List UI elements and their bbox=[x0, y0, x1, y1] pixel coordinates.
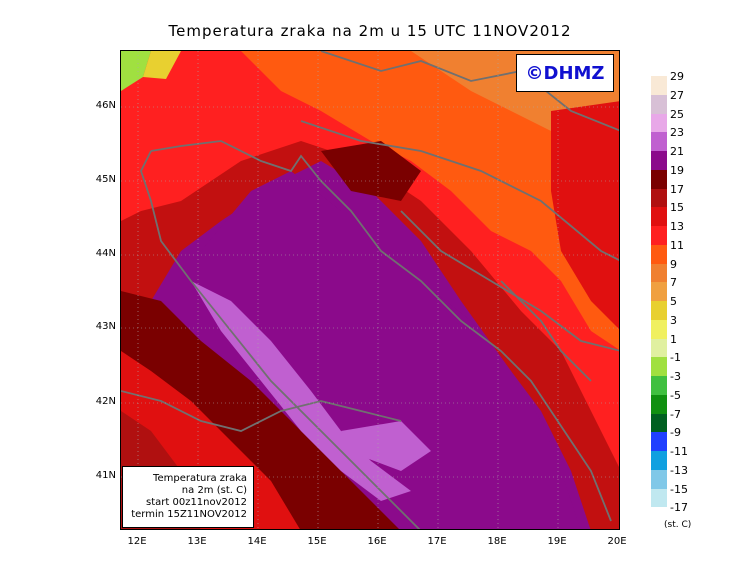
legend-label: 29 bbox=[670, 70, 684, 83]
info-box: Temperatura zraka na 2m (st. C) start 00… bbox=[122, 466, 254, 528]
legend-label: 27 bbox=[670, 88, 684, 102]
lat-label-46: 46N bbox=[95, 100, 116, 111]
legend-label: 17 bbox=[670, 182, 684, 196]
legend-label: 21 bbox=[670, 145, 684, 158]
legend-swatch bbox=[651, 188, 667, 208]
legend-label: 1 bbox=[670, 332, 677, 346]
info-line-1: Temperatura zraka bbox=[153, 473, 247, 484]
field-yellow-corner bbox=[143, 51, 181, 79]
legend-label: -11 bbox=[670, 445, 688, 458]
lat-label-44: 44N bbox=[95, 248, 116, 259]
legend-swatch bbox=[651, 338, 667, 358]
legend-label: -1 bbox=[670, 351, 681, 365]
legend-unit: (st. C) bbox=[664, 520, 692, 530]
field-lilac-east bbox=[341, 421, 431, 471]
legend-swatch bbox=[651, 301, 667, 320]
info-line-3: start 00z11nov2012 bbox=[146, 497, 247, 508]
legend-label: 9 bbox=[670, 257, 677, 271]
lon-label-15: 15E bbox=[307, 536, 327, 547]
lon-label-14: 14E bbox=[247, 536, 267, 547]
color-legend bbox=[651, 76, 667, 508]
field-dark-red-patch bbox=[321, 141, 421, 201]
field-orange-band bbox=[241, 51, 619, 350]
legend-label: 15 bbox=[670, 201, 684, 215]
coastlines bbox=[121, 51, 619, 529]
legend-swatch bbox=[651, 394, 667, 414]
lon-label-20: 20E bbox=[607, 536, 627, 547]
lon-label-13: 13E bbox=[187, 536, 207, 547]
lon-label-19: 19E bbox=[547, 536, 567, 547]
map-title: Temperatura zraka na 2m u 15 UTC 11NOV20… bbox=[168, 22, 572, 40]
legend-swatch bbox=[651, 488, 667, 508]
legend-label: 3 bbox=[670, 313, 677, 327]
lon-label-16: 16E bbox=[367, 536, 387, 547]
legend-swatch bbox=[651, 413, 667, 433]
legend-label: -3 bbox=[670, 370, 681, 383]
legend-label: -17 bbox=[670, 501, 688, 515]
legend-label: -9 bbox=[670, 426, 681, 440]
legend-swatch bbox=[651, 151, 667, 170]
lon-label-17: 17E bbox=[427, 536, 447, 547]
graticule bbox=[121, 51, 619, 529]
legend-swatch bbox=[651, 357, 667, 376]
lat-label-43: 43N bbox=[95, 321, 116, 332]
legend-swatch bbox=[651, 207, 667, 226]
legend-swatch bbox=[651, 376, 667, 395]
legend-swatch bbox=[651, 469, 667, 489]
legend-swatch bbox=[651, 226, 667, 245]
lat-label-45: 45N bbox=[95, 174, 116, 185]
info-line-4: termin 15Z11NOV2012 bbox=[131, 509, 247, 520]
legend-swatch bbox=[651, 244, 667, 264]
legend-label: 13 bbox=[670, 220, 684, 233]
legend-swatch bbox=[651, 432, 667, 451]
legend-swatch bbox=[651, 132, 667, 151]
legend-label: 23 bbox=[670, 126, 684, 140]
field-adriatic-purple bbox=[191, 171, 581, 529]
legend-swatch bbox=[651, 282, 667, 301]
field-red-upper-right bbox=[551, 101, 619, 329]
legend-swatch bbox=[651, 76, 667, 95]
legend-label: 7 bbox=[670, 276, 677, 290]
legend-label: 25 bbox=[670, 107, 684, 121]
temperature-map bbox=[120, 50, 620, 530]
legend-swatch bbox=[651, 263, 667, 283]
info-line-2: na 2m (st. C) bbox=[181, 485, 247, 496]
legend-label: -13 bbox=[670, 463, 688, 477]
legend-swatch bbox=[651, 451, 667, 470]
field-green-corner bbox=[121, 51, 151, 91]
legend-swatch bbox=[651, 319, 667, 339]
legend-label: 11 bbox=[670, 238, 684, 252]
legend-swatch bbox=[651, 113, 667, 133]
lon-label-18: 18E bbox=[487, 536, 507, 547]
legend-label: 5 bbox=[670, 295, 677, 308]
legend-label: -7 bbox=[670, 407, 681, 421]
lon-label-12: 12E bbox=[127, 536, 147, 547]
legend-label: 19 bbox=[670, 163, 684, 177]
legend-swatch bbox=[651, 94, 667, 114]
legend-label: -15 bbox=[670, 482, 688, 496]
lat-label-42: 42N bbox=[95, 396, 116, 407]
legend-label: -5 bbox=[670, 388, 681, 402]
lat-label-41: 41N bbox=[95, 470, 116, 481]
legend-swatch bbox=[651, 169, 667, 189]
dhmz-logo: ©DHMZ bbox=[516, 54, 614, 92]
